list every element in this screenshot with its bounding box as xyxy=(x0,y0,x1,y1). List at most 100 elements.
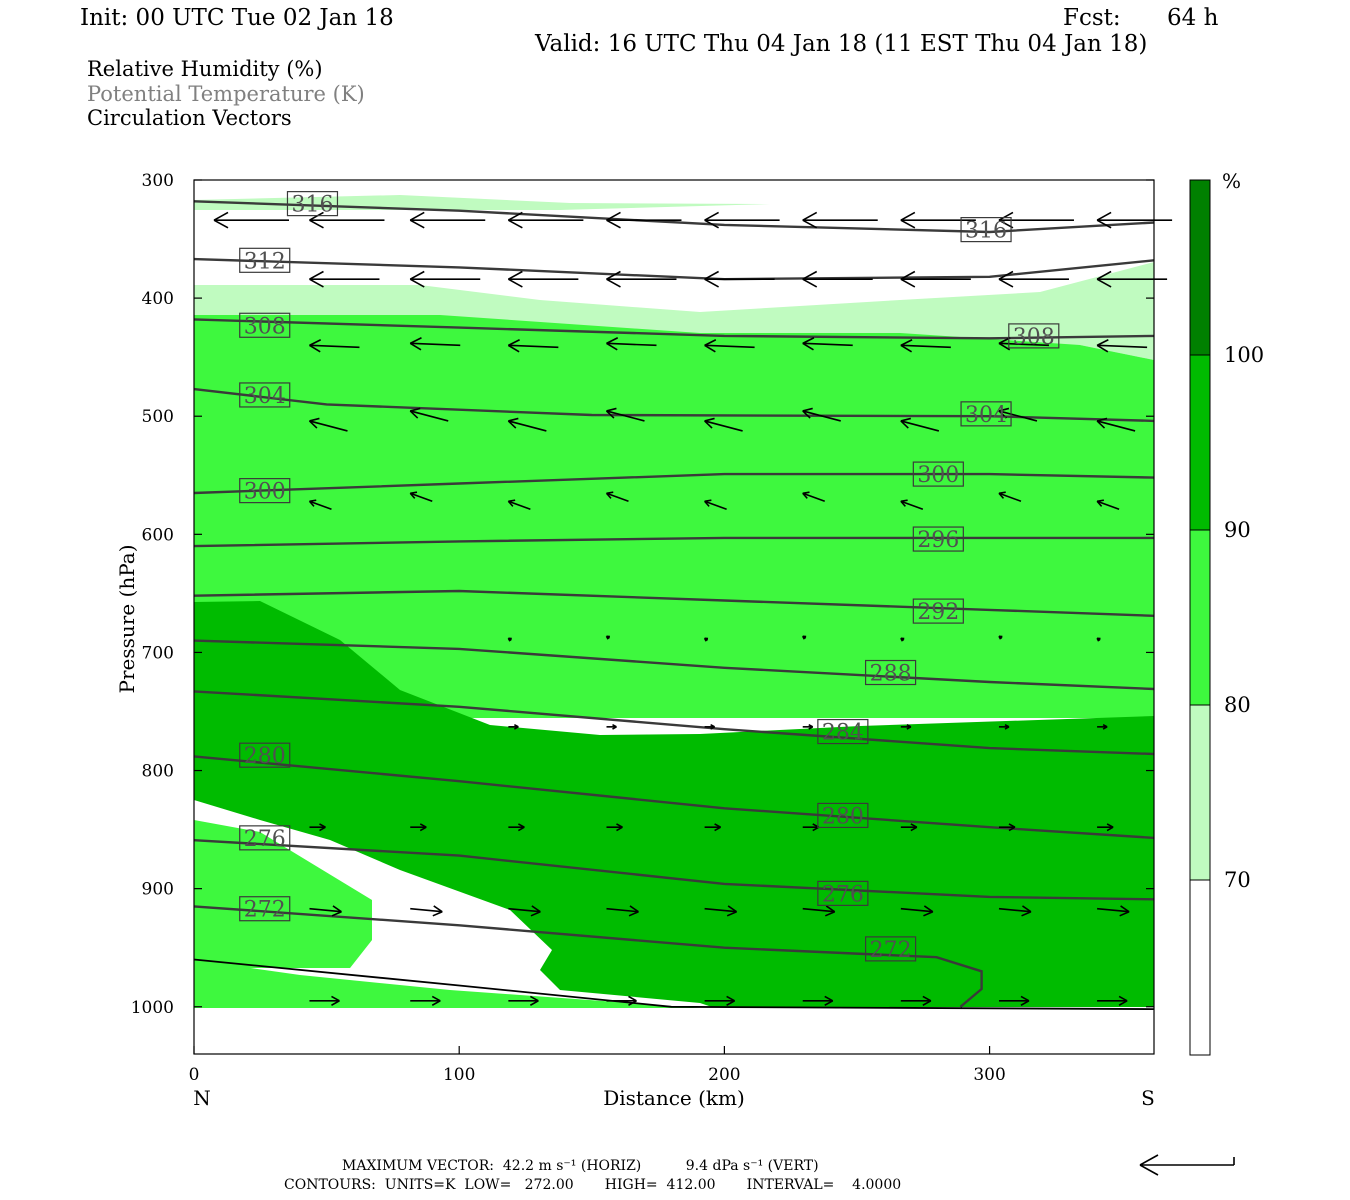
circulation-vector xyxy=(1097,823,1114,832)
circulation-vector xyxy=(704,270,775,288)
circulation-vector xyxy=(900,637,905,642)
circulation-vector xyxy=(1096,417,1136,432)
circulation-vector xyxy=(802,635,807,640)
theta-contour-300 xyxy=(193,472,1155,495)
contour-label-box xyxy=(239,382,291,408)
y-tick-label: 800 xyxy=(142,762,174,782)
contour-label-box xyxy=(960,401,1012,427)
circulation-vector xyxy=(704,211,780,229)
circulation-vector xyxy=(213,211,289,229)
circulation-vector xyxy=(309,995,340,1006)
circulation-vector xyxy=(409,407,449,422)
circulation-vector xyxy=(900,995,932,1006)
contour-label-box xyxy=(817,718,869,745)
contour-label-284: 284 xyxy=(822,721,864,746)
circulation-vector xyxy=(998,905,1032,917)
circulation-vector xyxy=(309,211,385,229)
circulation-vector xyxy=(507,270,579,288)
colorbar-label-70: 70 xyxy=(1224,868,1251,892)
circulation-vector xyxy=(900,211,976,229)
contour-label-280: 280 xyxy=(822,804,864,829)
reference-vector-arrow xyxy=(1139,1154,1235,1176)
contour-label-276: 276 xyxy=(822,882,864,907)
circulation-vector xyxy=(309,339,360,353)
colorbar-unit: % xyxy=(1222,169,1241,193)
circulation-vector xyxy=(703,637,709,642)
circulation-vector xyxy=(704,723,715,730)
contour-label-box xyxy=(960,217,1012,243)
contour-label-272: 272 xyxy=(244,898,286,923)
circulation-vector xyxy=(507,499,531,511)
circulation-vector xyxy=(507,339,559,353)
contour-label-304: 304 xyxy=(965,403,1007,428)
footer-contour-info: CONTOURS: UNITS=K LOW= 272.00 HIGH= 412.… xyxy=(284,1177,902,1193)
theta-contour-296 xyxy=(193,536,1154,548)
contour-label-316: 316 xyxy=(291,193,333,218)
circulation-vector xyxy=(508,723,519,730)
circulation-vector xyxy=(704,823,721,832)
init-time: Init: 00 UTC Tue 02 Jan 18 xyxy=(80,5,394,31)
y-tick-label: 400 xyxy=(142,289,174,309)
y-tick-label: 1000 xyxy=(131,998,174,1018)
circulation-vector xyxy=(1097,723,1108,730)
circulation-vector xyxy=(1097,905,1130,917)
circulation-vector xyxy=(802,337,853,351)
y-axis-title: Pressure (hPa) xyxy=(115,545,139,694)
circulation-vector xyxy=(606,823,623,832)
circulation-vector xyxy=(1096,637,1101,642)
circulation-vector xyxy=(606,723,617,730)
circulation-vector xyxy=(309,823,326,832)
contour-label-272: 272 xyxy=(870,938,912,963)
circulation-vector xyxy=(802,407,841,422)
contour-label-box xyxy=(239,742,291,768)
circulation-vector xyxy=(606,211,682,229)
circulation-vector xyxy=(605,491,629,503)
contour-label-box xyxy=(912,598,964,624)
contour-label-300: 300 xyxy=(917,463,959,488)
circulation-vector xyxy=(605,635,610,640)
circulation-vector xyxy=(409,491,433,503)
y-tick-label: 300 xyxy=(142,171,174,191)
colorbar-segment-70 xyxy=(1190,705,1210,880)
forecast-label: Fcst: xyxy=(1063,5,1121,31)
circulation-vector xyxy=(704,417,743,432)
circulation-vector xyxy=(900,499,924,511)
circulation-vector xyxy=(900,417,940,432)
circulation-vector xyxy=(409,211,486,229)
contour-label-box xyxy=(239,825,291,851)
circulation-vector xyxy=(900,905,934,917)
circulation-vector xyxy=(308,499,332,511)
contour-label-280: 280 xyxy=(244,744,286,769)
circulation-vector xyxy=(410,823,427,832)
circulation-vector xyxy=(309,905,342,917)
colorbar-segment-80 xyxy=(1190,530,1210,705)
contour-labels: 316 316 312 308 308 304 304 300 300 296 292 288 284 2… xyxy=(239,191,1060,963)
circulation-vector xyxy=(704,905,738,917)
contour-label-308: 308 xyxy=(244,314,286,339)
circulation-vector xyxy=(802,491,826,503)
circulation-vector xyxy=(507,211,584,229)
circulation-vector xyxy=(409,270,481,288)
circulation-vector xyxy=(308,417,348,432)
legend-circulation-vectors: Circulation Vectors xyxy=(87,106,292,130)
circulation-vector xyxy=(605,407,645,422)
circulation-vector xyxy=(1096,211,1173,229)
contour-label-292: 292 xyxy=(917,600,959,625)
colorbar-frame xyxy=(1189,179,1211,1056)
circulation-vector xyxy=(704,339,755,353)
colorbar-label-90: 90 xyxy=(1224,518,1251,542)
theta-contour-284 xyxy=(193,690,1155,756)
ground-surface-line xyxy=(193,958,1155,1010)
circulation-vector xyxy=(998,407,1038,422)
circulation-vector xyxy=(802,270,873,288)
axes: 300 400 500 600 700 800 900 1000 0 100 200 300 N S Dis… xyxy=(115,171,1155,1110)
contour-label-300: 300 xyxy=(244,480,286,505)
circulation-vector xyxy=(1096,339,1148,353)
x-tick-label: 0 xyxy=(189,1065,200,1085)
circulation-vector xyxy=(900,270,971,288)
circulation-vector xyxy=(802,723,814,730)
theta-contour-304 xyxy=(193,387,1155,423)
contour-label-288: 288 xyxy=(870,662,912,687)
y-tick-label: 900 xyxy=(142,880,174,900)
contour-label-box xyxy=(864,936,917,962)
